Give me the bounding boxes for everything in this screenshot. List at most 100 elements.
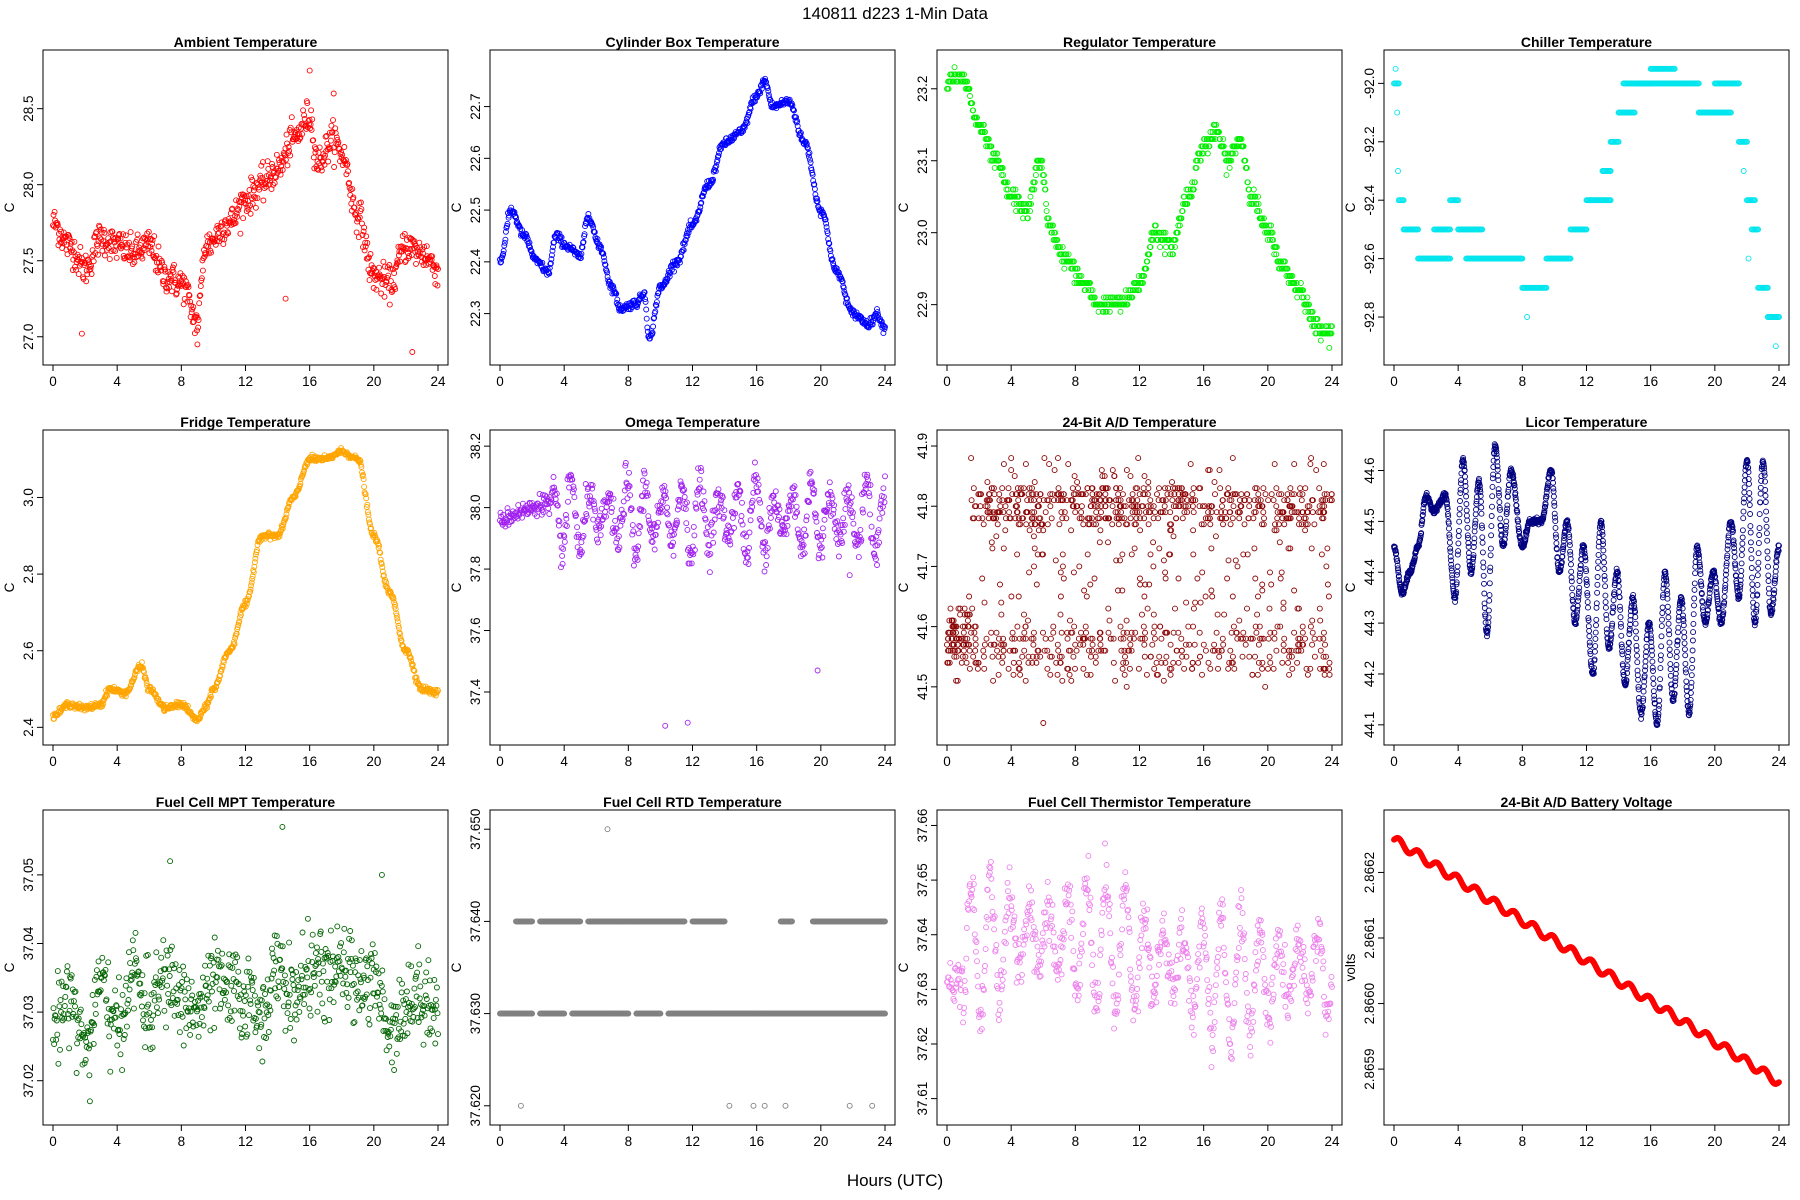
plot-frame <box>42 49 449 366</box>
data-point <box>413 260 419 267</box>
data-point <box>569 489 576 496</box>
data-point <box>335 139 342 146</box>
data-point <box>1216 467 1223 474</box>
data-point <box>149 237 156 244</box>
data-point <box>966 665 973 672</box>
data-point <box>332 125 339 132</box>
figure-title: 140811 d223 1-Min Data <box>802 4 988 23</box>
data-point <box>1261 515 1267 522</box>
data-point <box>710 176 717 183</box>
data-point <box>318 167 325 174</box>
data-point <box>1122 653 1128 660</box>
data-point <box>170 269 177 276</box>
data-point <box>218 223 225 230</box>
data-point <box>1033 581 1040 588</box>
y-tick-label: 22.3 <box>468 300 483 326</box>
data-point <box>1055 647 1062 654</box>
data-point <box>1072 641 1079 648</box>
data-point <box>237 230 244 237</box>
data-point <box>767 514 774 521</box>
x-tick-label: 20 <box>366 374 381 389</box>
data-point <box>1147 497 1154 504</box>
data-point <box>186 292 193 299</box>
data-point <box>614 296 621 303</box>
data-point <box>1032 172 1039 179</box>
data-point <box>642 296 649 303</box>
y-tick-label: 22.5 <box>468 197 483 223</box>
data-point <box>1043 208 1050 215</box>
data-point <box>793 503 800 510</box>
y-tick-label: 3.0 <box>21 488 36 507</box>
data-point <box>601 258 608 265</box>
data-point <box>178 278 185 285</box>
data-point <box>504 220 511 227</box>
y-tick-label: 38.2 <box>468 433 483 459</box>
data-point <box>429 253 436 260</box>
data-point <box>249 200 256 207</box>
data-point <box>1127 473 1134 480</box>
data-point <box>273 151 280 158</box>
data-point <box>696 207 703 214</box>
data-point <box>126 257 133 264</box>
data-point <box>266 181 273 188</box>
data-point <box>1199 671 1205 678</box>
data-point <box>423 261 430 268</box>
data-point <box>78 330 85 337</box>
data-point <box>1772 343 1779 350</box>
data-point <box>329 129 336 135</box>
data-point <box>821 516 828 523</box>
data-point <box>571 494 578 501</box>
data-point <box>969 605 976 612</box>
y-tick-label: 23.1 <box>915 148 930 174</box>
data-point <box>1524 314 1531 320</box>
data-point <box>1031 563 1037 570</box>
data-point <box>58 228 64 235</box>
data-point <box>549 247 556 254</box>
data-point <box>256 186 263 193</box>
data-point <box>574 524 581 531</box>
data-point <box>994 521 1001 528</box>
data-point <box>502 236 509 243</box>
data-point <box>1051 467 1058 474</box>
data-point <box>99 247 106 254</box>
data-point <box>772 488 779 495</box>
data-point <box>615 302 622 309</box>
x-tick-label: 0 <box>1390 374 1398 389</box>
data-points <box>944 64 1335 351</box>
data-point <box>674 506 681 513</box>
data-point <box>357 199 364 206</box>
data-point <box>127 229 134 236</box>
plot-frame <box>936 429 1343 746</box>
data-point <box>944 641 950 648</box>
data-point <box>255 184 262 191</box>
data-point <box>243 192 250 199</box>
data-point <box>1061 265 1068 272</box>
data-point <box>1041 455 1048 462</box>
x-tick-label: 24 <box>1324 374 1340 389</box>
data-point <box>195 317 202 323</box>
data-point <box>765 522 772 529</box>
data-point <box>826 479 833 486</box>
data-point <box>707 550 714 557</box>
data-point <box>643 315 650 322</box>
data-point <box>1080 521 1087 528</box>
data-point <box>77 244 84 250</box>
data-point <box>1081 587 1088 594</box>
data-point <box>1281 521 1288 528</box>
data-point <box>247 210 254 217</box>
data-point <box>627 492 634 499</box>
data-point <box>1158 635 1165 642</box>
data-point <box>1123 467 1130 474</box>
data-point <box>361 247 368 254</box>
data-point <box>606 278 613 285</box>
data-point <box>1250 515 1257 522</box>
data-point <box>243 208 250 215</box>
y-tick-label: 38.0 <box>468 494 483 520</box>
data-point <box>126 239 132 246</box>
data-point <box>1030 533 1037 540</box>
data-points <box>497 459 888 729</box>
data-point <box>206 231 213 238</box>
data-point <box>1267 569 1273 576</box>
x-tick-label: 24 <box>430 754 446 769</box>
